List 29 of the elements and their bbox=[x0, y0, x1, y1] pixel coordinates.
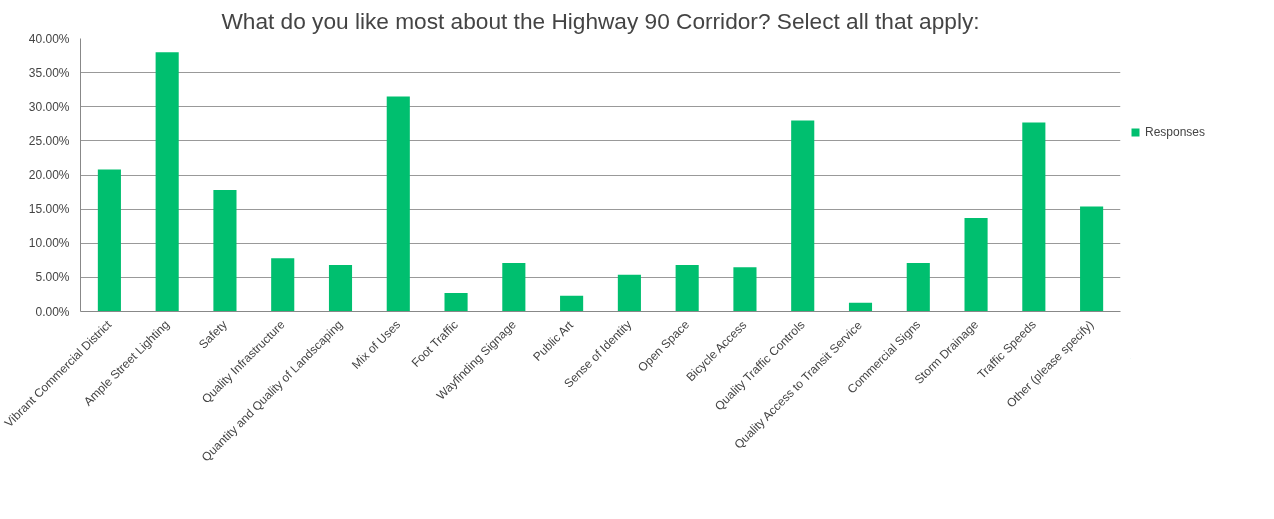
chart-title: What do you like most about the Highway 90 Corridor? Select all that apply: bbox=[221, 7, 980, 34]
bar bbox=[617, 274, 641, 312]
bar bbox=[97, 169, 121, 312]
bar bbox=[906, 263, 930, 312]
y-tick-label: 25.00% bbox=[28, 133, 70, 148]
y-tick-label: 30.00% bbox=[28, 99, 70, 114]
y-tick-label: 35.00% bbox=[28, 65, 70, 80]
bar bbox=[791, 120, 815, 312]
bar bbox=[386, 96, 410, 312]
bar bbox=[1022, 122, 1046, 312]
y-tick-label: 10.00% bbox=[28, 236, 70, 251]
bar bbox=[675, 265, 699, 312]
bar bbox=[444, 293, 468, 312]
y-tick-label: 5.00% bbox=[35, 270, 70, 285]
bar bbox=[964, 218, 988, 312]
bar bbox=[560, 295, 584, 312]
bar bbox=[1080, 206, 1104, 312]
y-tick-label: 15.00% bbox=[28, 202, 70, 217]
bar bbox=[733, 267, 757, 312]
bar bbox=[213, 190, 237, 312]
y-tick-label: 40.00% bbox=[28, 31, 70, 46]
bar bbox=[328, 265, 353, 312]
bar bbox=[271, 258, 295, 312]
y-tick-label: 20.00% bbox=[28, 168, 70, 182]
bar bbox=[155, 52, 179, 312]
bar bbox=[502, 263, 526, 312]
bar bbox=[848, 302, 873, 312]
y-tick-label: 0.00% bbox=[35, 304, 70, 319]
legend-label: Responses bbox=[1145, 125, 1206, 139]
